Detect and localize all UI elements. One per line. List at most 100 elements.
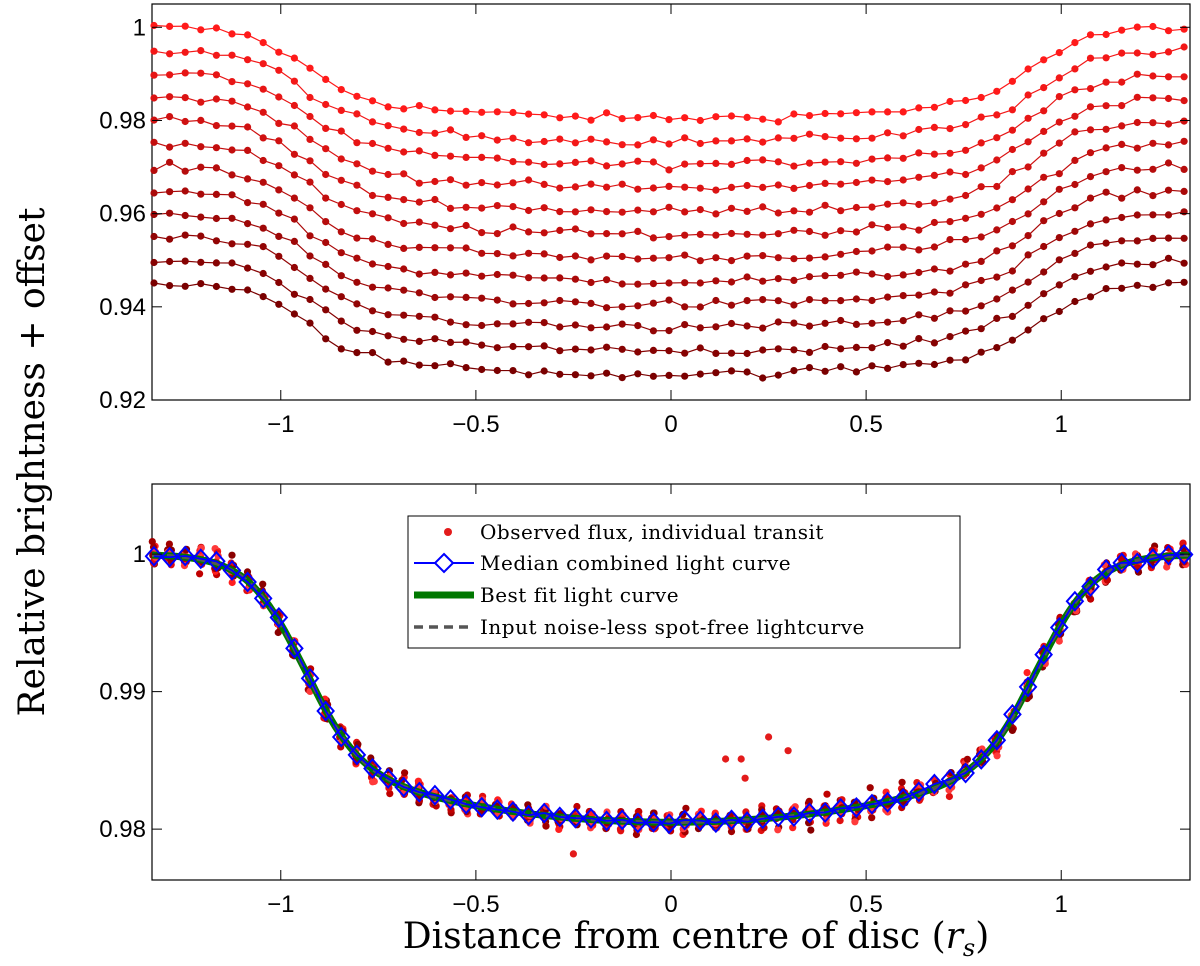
top-series-point [603,230,611,238]
top-series-point [166,188,174,196]
top-series-point [478,272,486,280]
top-series-point [1024,91,1032,99]
median-diamond-marker [800,802,819,824]
top-series-point [509,203,517,211]
top-series-point [587,206,595,214]
top-series-point [1133,281,1141,289]
top-series-point [446,152,455,160]
top-series-point [759,156,767,164]
top-series-point [977,164,985,172]
top-series-point [415,289,423,297]
top-series-point [493,202,501,210]
top-series-point [743,273,751,281]
top-series-point [462,181,470,189]
top-series-point [384,214,392,222]
top-series-point [868,362,876,370]
top-series-point [727,301,736,309]
top-series-point [415,361,423,369]
top-series-point [993,247,1001,255]
top-series-point [322,170,330,179]
median-diamond-marker [862,793,882,815]
top-series-point [618,374,626,382]
top-series-point [634,280,642,288]
top-series-point [556,184,564,192]
top-series-point [571,158,580,166]
top-series-point [665,140,673,148]
top-series-point [946,307,954,315]
top-series-point [977,210,985,218]
bottom-x-tick-label: 0.5 [849,891,882,918]
top-series-point [1164,94,1173,103]
top-series-point [337,106,345,114]
top-series-point [930,339,939,347]
top-series-point [759,138,767,146]
observed-flux-point [148,538,156,546]
top-series-point [993,156,1001,164]
top-series-point [665,279,673,287]
top-series-point [150,279,158,287]
top-series-point [244,123,252,131]
top-series-point [556,323,564,331]
top-series-point [774,134,782,142]
top-series-point [462,293,470,301]
median-combined-curve [153,553,1185,825]
top-series-point [899,199,907,207]
top-series-point [1102,168,1110,176]
top-series-point [478,153,486,161]
top-series-point [244,175,252,183]
top-series-point [681,303,689,311]
top-series-point [1133,211,1141,219]
top-series-point [337,345,345,353]
top-series-point [322,260,330,268]
median-diamond-marker [285,637,304,659]
top-series-point [977,257,985,265]
observed-flux-point [165,540,173,548]
top-series-point [1180,97,1188,105]
top-series-point [868,203,876,211]
top-series-point [275,93,283,101]
top-series-point [353,160,361,168]
top-series-point [259,269,267,278]
observed-flux-point [259,580,267,588]
top-series-point [1164,27,1173,35]
top-series-point [930,218,939,227]
top-series-point [1102,263,1110,271]
x-axis-title-sub: s [963,934,975,962]
median-diamond-marker [690,810,710,832]
top-series-point [837,297,845,305]
top-series-point [446,204,455,212]
top-series-point [275,232,283,240]
top-series-point [540,299,548,307]
top-series-point [1071,86,1079,94]
median-diamond-marker [1127,552,1147,574]
median-diamond-marker [1018,676,1038,698]
top-series-point [415,312,423,320]
top-series-point [415,147,423,155]
top-series-point [1118,259,1126,267]
top-series-point [930,103,939,111]
top-series-point [368,349,377,357]
top-series-point [1149,165,1157,173]
top-series-point [915,149,923,157]
top-series-point [1055,74,1063,82]
top-series-point [556,253,564,262]
top-series-point [415,337,423,345]
top-series-point [493,181,501,189]
top-series-point [821,158,829,166]
top-series-point [946,195,954,203]
top-series-point [166,158,174,166]
top-series-point [884,129,892,137]
median-diamond-marker [488,799,507,821]
top-series-point [884,339,892,347]
top-series-point [1071,128,1079,136]
top-series-point [884,273,892,281]
top-series-point [556,370,564,378]
median-diamond-marker [1003,703,1022,725]
top-series-point [649,280,658,288]
top-series-point [868,221,876,229]
top-series-point [649,299,658,307]
top-series-point [915,335,923,343]
top-series-point [478,108,486,116]
top-series-point [1055,256,1063,264]
top-series-point [571,208,580,216]
